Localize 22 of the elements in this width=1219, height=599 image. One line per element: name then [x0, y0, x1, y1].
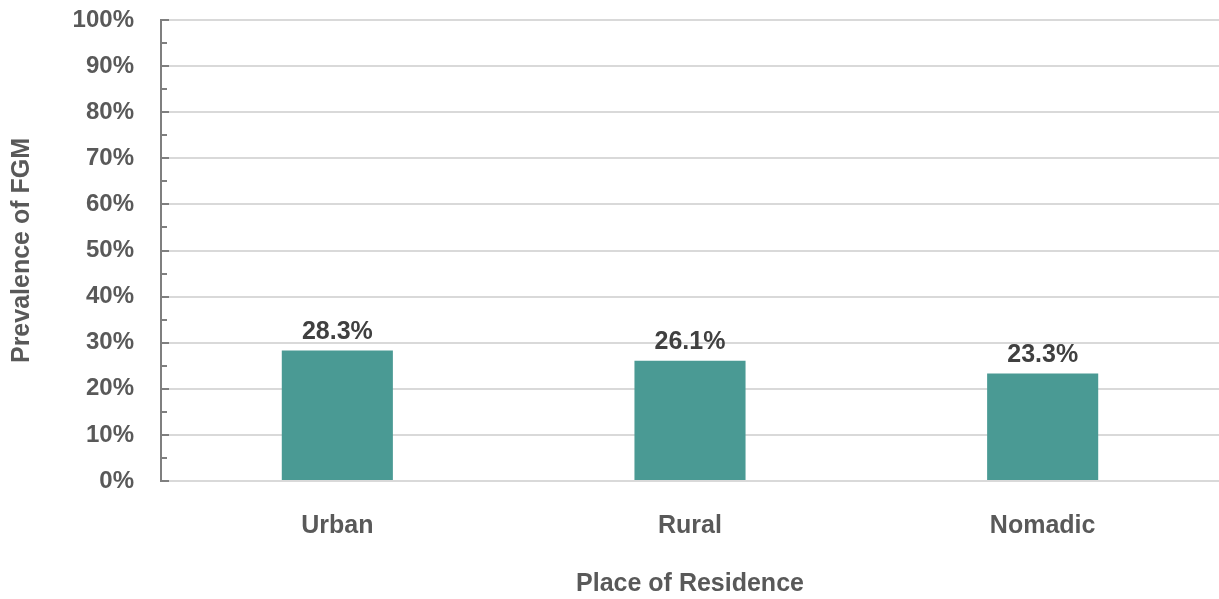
- y-tick-label: 100%: [72, 4, 134, 32]
- y-tick-label: 50%: [85, 235, 134, 263]
- y-tick-label: 90%: [85, 50, 134, 78]
- y-tick-label: 60%: [85, 189, 134, 217]
- x-tick-label: Nomadic: [989, 509, 1096, 538]
- y-tick-label: 40%: [85, 281, 134, 309]
- y-tick-label: 10%: [85, 419, 134, 447]
- y-tick-label: 20%: [85, 373, 134, 401]
- data-label: 26.1%: [654, 326, 726, 355]
- bar: [987, 373, 1099, 480]
- x-tick-label: Urban: [301, 509, 374, 538]
- y-tick-label: 80%: [85, 96, 134, 124]
- y-tick-label: 0%: [99, 465, 134, 493]
- bar: [634, 360, 746, 480]
- y-tick-label: 30%: [85, 327, 134, 355]
- data-label: 23.3%: [1007, 338, 1079, 367]
- y-tick-label: 70%: [85, 142, 134, 170]
- bar: [281, 350, 393, 480]
- x-axis-title: Place of Residence: [576, 567, 805, 596]
- x-tick-label: Rural: [658, 509, 722, 538]
- data-label: 28.3%: [301, 315, 373, 344]
- y-axis-title: Prevalence of FGM: [5, 137, 34, 364]
